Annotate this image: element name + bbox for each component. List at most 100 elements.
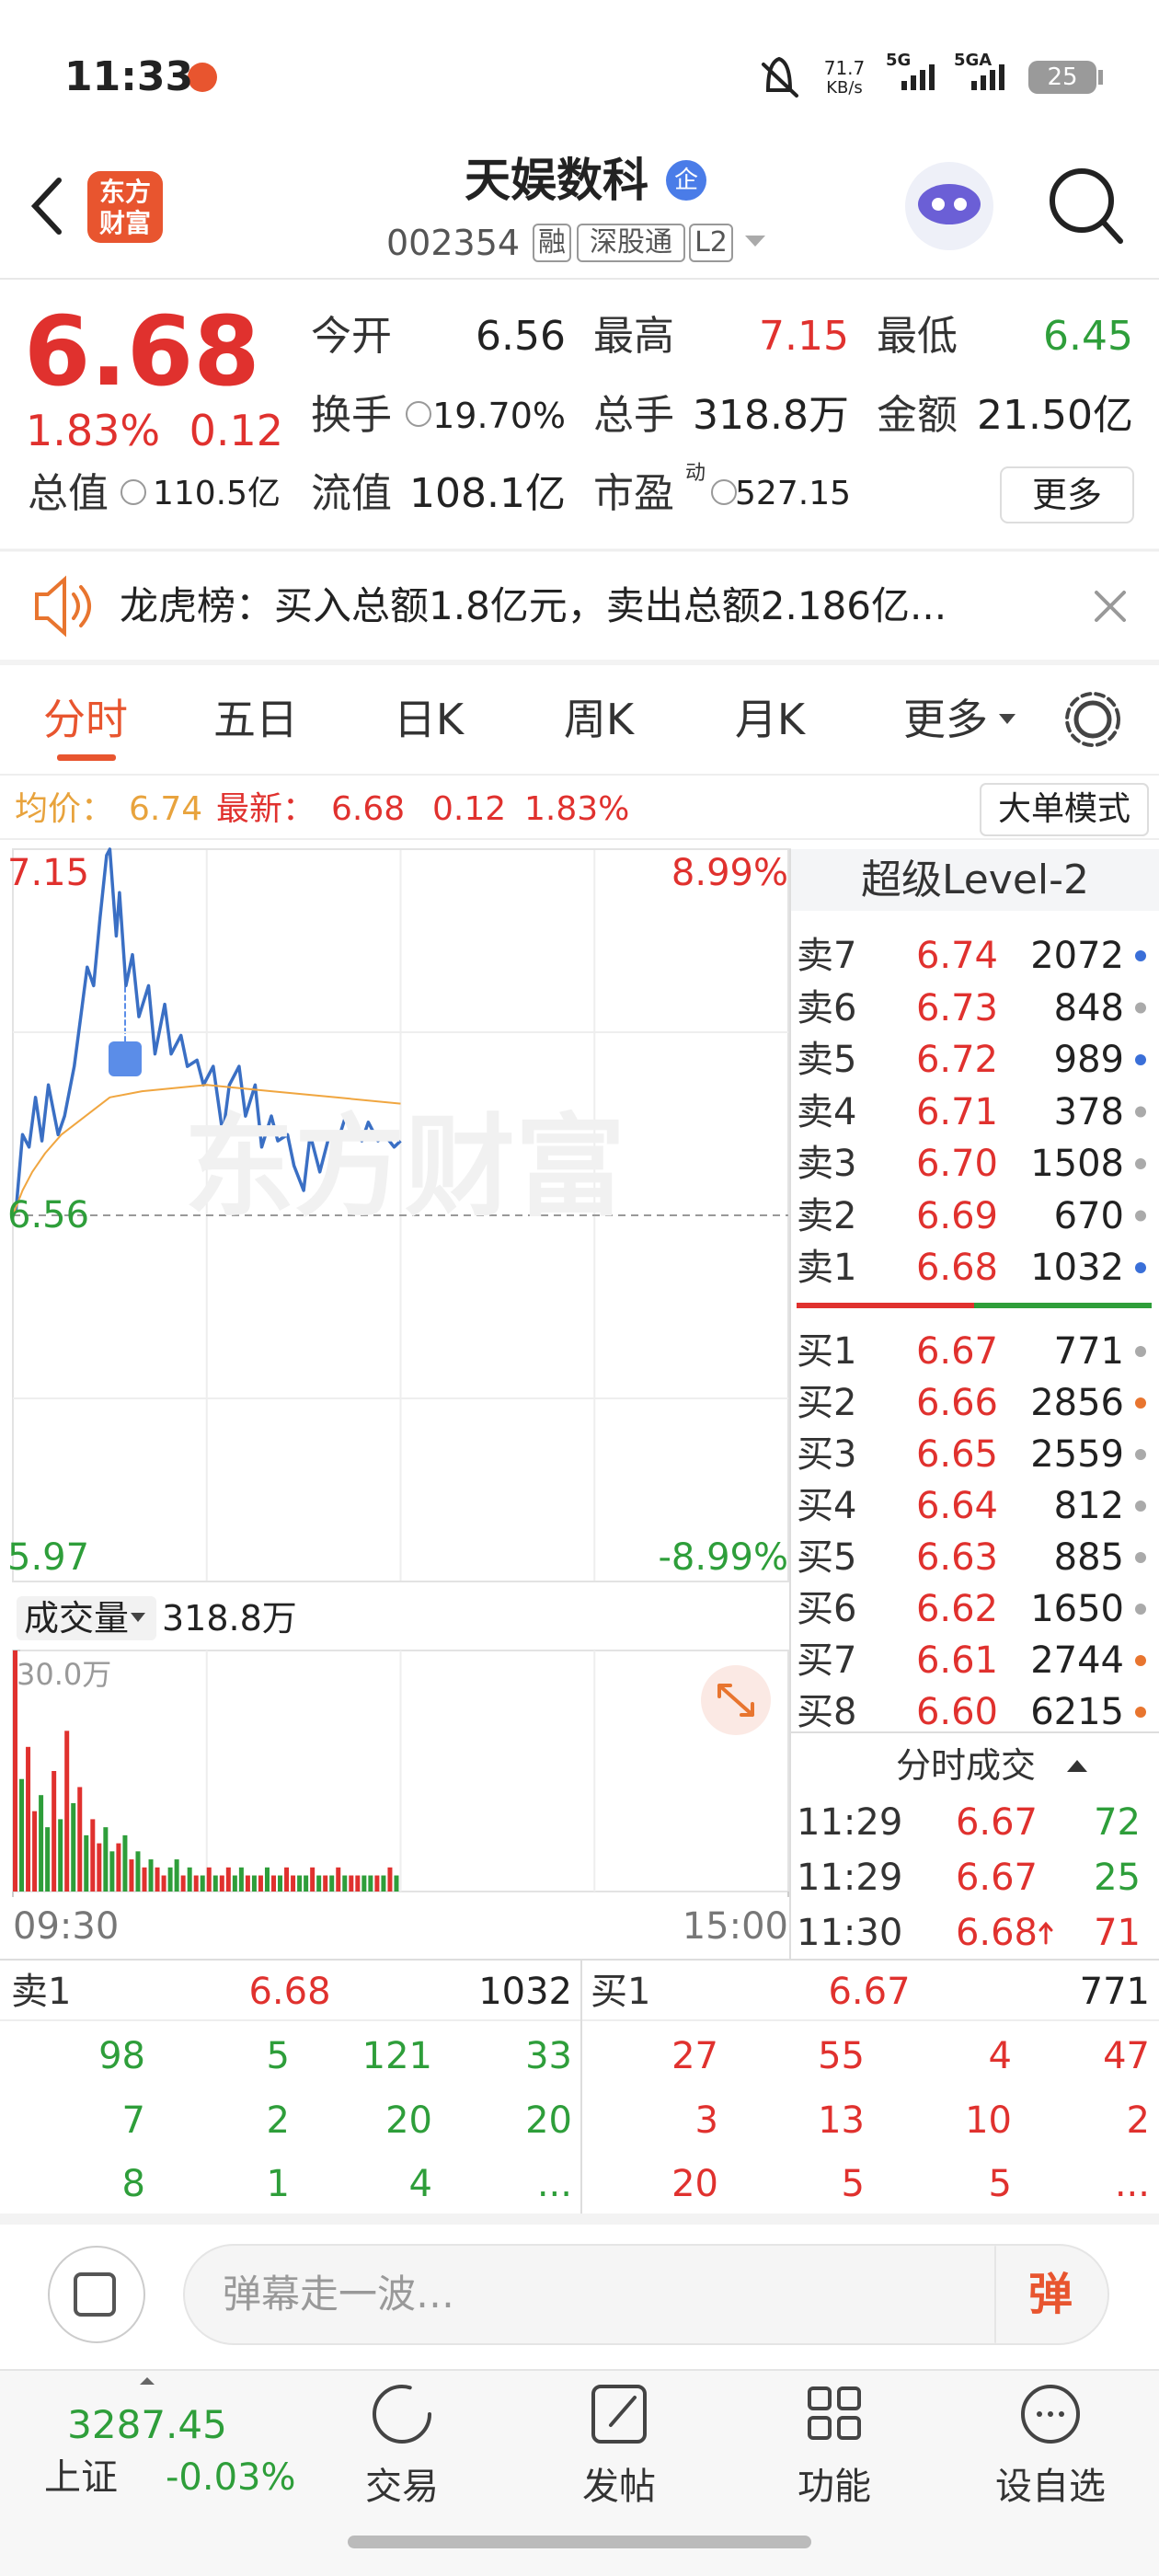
volume-bar: [355, 1875, 361, 1892]
volume-bar: [148, 1859, 154, 1892]
tab[interactable]: 日K: [393, 695, 465, 744]
book-price: 6.67: [915, 1330, 998, 1373]
book-label: 卖5: [797, 1039, 857, 1081]
depth-order: 98: [98, 2035, 145, 2077]
book-price: 6.74: [915, 935, 998, 977]
info-text: 6.68: [331, 790, 406, 828]
book-price: 6.70: [915, 1143, 998, 1185]
nav-item[interactable]: 交易: [365, 2466, 439, 2508]
more-button[interactable]: 更多: [1031, 475, 1102, 515]
book-dot: [1135, 1210, 1146, 1222]
volume-bar: [232, 1875, 237, 1892]
field-value: 21.50亿: [977, 392, 1133, 439]
danmaku-button[interactable]: 弹: [1027, 2269, 1073, 2320]
tab[interactable]: 月K: [734, 695, 806, 744]
volume-bar: [271, 1875, 276, 1892]
clock: 11:33: [64, 53, 194, 100]
nav-item[interactable]: 功能: [798, 2466, 871, 2508]
volume-total: 318.8万: [162, 1598, 297, 1639]
trade-time: 11:29: [797, 1857, 903, 1899]
info-text: 6.74: [129, 790, 203, 828]
banner-text[interactable]: 龙虎榜：买入总额1.8亿元，卖出总额2.186亿...: [120, 583, 947, 628]
depth-order: 20: [671, 2163, 718, 2205]
volume-bar: [45, 1827, 51, 1892]
book-label: 买5: [797, 1536, 857, 1579]
volume-bar: [323, 1875, 328, 1892]
network: 5G: [886, 51, 912, 70]
book-price: 6.65: [915, 1433, 998, 1476]
volume-bar: [368, 1875, 373, 1892]
info-text: 均价：: [15, 790, 115, 828]
book-volume: 2856: [1030, 1382, 1124, 1424]
volume-bar: [206, 1867, 212, 1892]
volume-bar: [71, 1802, 76, 1892]
book-price: 6.60: [915, 1691, 998, 1733]
depth-order: 20: [525, 2099, 572, 2142]
book-volume: 812: [1053, 1485, 1124, 1527]
field-sup: 动: [685, 462, 706, 485]
tab[interactable]: 周K: [563, 695, 635, 744]
index-change: -0.03%: [166, 2456, 296, 2499]
volume-bar: [155, 1867, 160, 1892]
volume-bar: [135, 1851, 141, 1892]
book-dot: [1135, 1604, 1146, 1615]
depth-order: 55: [818, 2035, 865, 2077]
logo-text: 东方: [98, 177, 151, 207]
change-pct: 1.83%: [26, 406, 161, 455]
volume-bar: [90, 1819, 96, 1892]
depth-volume: 771: [1079, 1971, 1150, 2013]
field-value: 318.8万: [693, 392, 849, 439]
book-volume: 2559: [1030, 1433, 1124, 1476]
tab[interactable]: 更多: [903, 695, 988, 744]
field-value: 7.15: [759, 313, 849, 360]
trade-price: 6.68: [955, 1912, 1038, 1954]
depth-volume: 1032: [478, 1971, 572, 2013]
volume-bar: [200, 1875, 205, 1892]
book-label: 买7: [797, 1639, 857, 1682]
volume-bar: [77, 1787, 83, 1892]
trade-time: 11:29: [797, 1801, 903, 1844]
volume-bar: [142, 1867, 147, 1892]
mode-button[interactable]: 大单模式: [997, 790, 1130, 828]
depth-order: 4: [988, 2035, 1012, 2077]
volume-bar: [336, 1867, 341, 1892]
book-price: 6.71: [915, 1090, 998, 1133]
volume-bar: [161, 1875, 166, 1892]
logo-text: 财富: [98, 208, 151, 238]
book-dot: [1135, 950, 1146, 961]
volume-bar: [97, 1843, 102, 1892]
volume-bar: [103, 1827, 109, 1892]
field-label: 最高: [593, 313, 674, 360]
volume-bar: [264, 1867, 270, 1892]
tab[interactable]: 五日: [213, 695, 298, 744]
price-line: [12, 1084, 401, 1216]
tag: 深股通: [590, 226, 672, 259]
y-tick-label: 6.56: [7, 1194, 90, 1236]
depth-price: 6.67: [828, 1971, 911, 2013]
network: 5GA: [954, 51, 993, 70]
trades-title: 分时成交: [895, 1745, 1036, 1786]
y2-tick-label: 8.99%: [671, 852, 788, 894]
book-label: 买6: [797, 1588, 857, 1630]
comment-input[interactable]: 弹幕走一波…: [223, 2271, 455, 2317]
book-dot: [1135, 1552, 1146, 1563]
volume-bar: [58, 1819, 63, 1892]
book-dot: [1135, 1346, 1146, 1357]
battery: 25: [1047, 63, 1078, 91]
volume-bar: [361, 1875, 367, 1892]
volume-bar: [180, 1875, 186, 1892]
volume-bar: [304, 1875, 309, 1892]
field-label: 金额: [877, 392, 958, 439]
nav-item[interactable]: 发帖: [582, 2466, 656, 2508]
trade-time: 11:30: [797, 1912, 903, 1954]
volume-bar: [245, 1875, 250, 1892]
nav-item[interactable]: 设自选: [995, 2466, 1106, 2508]
volume-bar: [394, 1875, 399, 1892]
book-price: 6.63: [915, 1536, 998, 1579]
tab[interactable]: 分时: [43, 695, 128, 744]
info-text: 1.83%: [524, 790, 630, 828]
book-price: 6.69: [915, 1194, 998, 1237]
book-price: 6.64: [915, 1485, 998, 1527]
